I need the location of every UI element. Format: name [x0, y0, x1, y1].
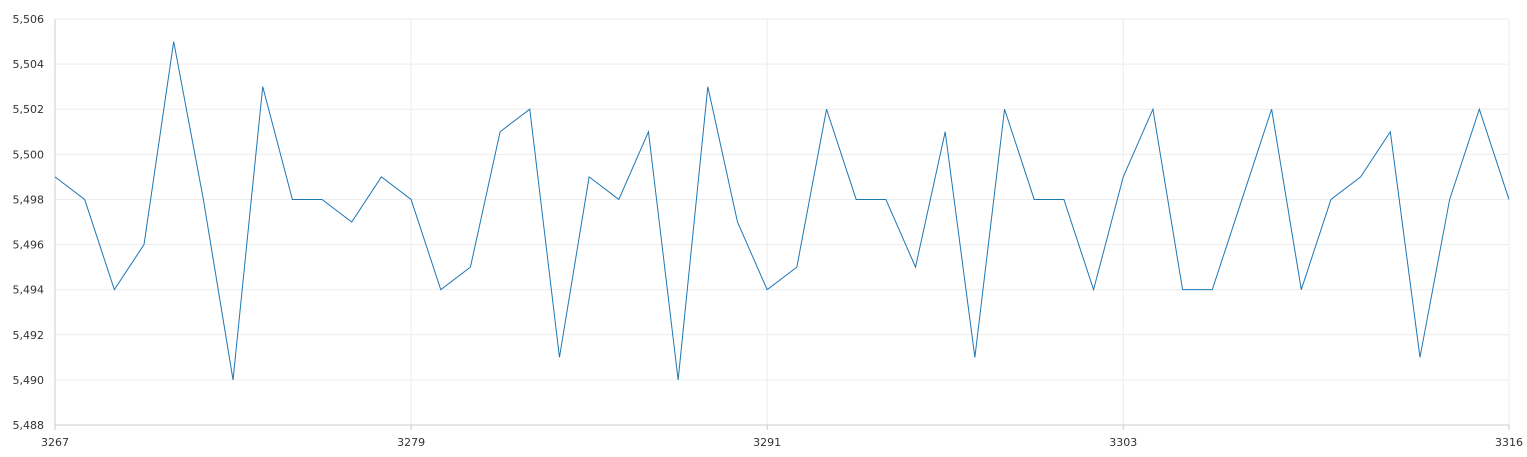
y-tick-label: 5,502 [13, 103, 45, 116]
x-tick-label: 3316 [1495, 436, 1523, 449]
y-tick-label: 5,504 [13, 58, 45, 71]
y-tick-label: 5,498 [13, 193, 45, 206]
y-tick-label: 5,492 [13, 329, 45, 342]
series-layer [54, 41, 1510, 380]
y-tick-label: 5,494 [13, 284, 45, 297]
x-tick-label: 3267 [41, 436, 69, 449]
y-tick-label: 5,506 [13, 13, 45, 26]
x-tick-label: 3291 [753, 436, 781, 449]
y-tick-label: 5,490 [13, 374, 45, 387]
x-axis-labels: 3267 3279 3291 3303 3316 [41, 436, 1523, 449]
y-tick-label: 5,496 [13, 239, 45, 252]
y-tick-label: 5,500 [13, 148, 45, 161]
y-axis-labels: 5,488 5,490 5,492 5,494 5,496 5,498 5,500 5,502… [13, 13, 45, 432]
y-tick-label: 5,488 [13, 419, 45, 432]
grid [55, 18, 1510, 426]
axes [54, 19, 1510, 430]
series-line [54, 41, 1510, 380]
x-tick-label: 3303 [1109, 436, 1137, 449]
x-tick-label: 3279 [397, 436, 425, 449]
